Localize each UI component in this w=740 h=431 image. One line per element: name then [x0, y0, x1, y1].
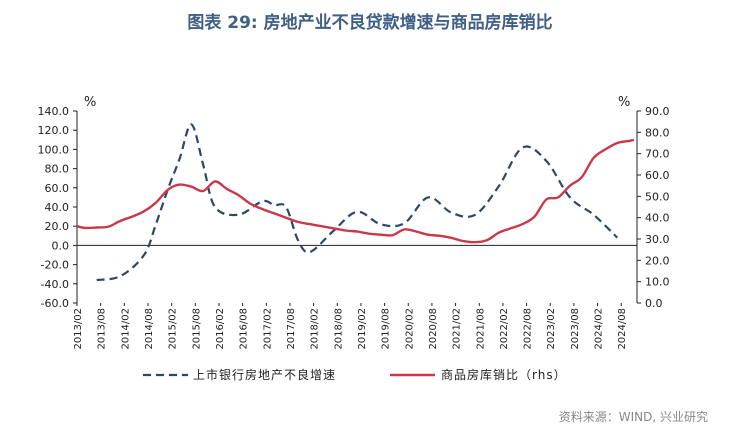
x-tick-label: 2015/08 [191, 308, 202, 350]
x-tick-label: 2024/02 [594, 308, 605, 350]
x-tick-label: 2019/08 [381, 308, 392, 350]
series-line-inventory-ratio [76, 138, 635, 244]
x-tick-label: 2024/08 [617, 308, 628, 350]
right-tick-label: 0.0 [645, 297, 663, 310]
x-tick-label: 2015/02 [168, 308, 179, 350]
x-tick-label: 2020/02 [404, 308, 415, 350]
left-tick-label: 60.0 [45, 182, 70, 195]
left-tick-label: 120.0 [38, 124, 70, 137]
left-tick-label: 140.0 [38, 105, 70, 118]
legend-label-inventory-ratio: 商品房库销比（rhs） [441, 367, 567, 382]
left-tick-label: 40.0 [45, 201, 70, 214]
x-tick-label: 2019/02 [357, 308, 368, 350]
x-tick-label: 2021/08 [475, 308, 486, 350]
right-tick-label: 40.0 [645, 212, 670, 225]
x-tick-label: 2013/08 [97, 308, 108, 350]
legend: 上市银行房地产不良增速 商品房库销比（rhs） [143, 367, 567, 382]
x-tick-label: 2022/08 [523, 308, 534, 350]
series-layer [76, 123, 635, 282]
x-tick-label: 2023/08 [570, 308, 581, 350]
x-tick-label: 2018/08 [333, 308, 344, 350]
x-tick-label: 2023/02 [546, 308, 557, 350]
legend-label-npl-growth: 上市银行房地产不良增速 [193, 367, 336, 382]
right-tick-label: 30.0 [645, 233, 670, 246]
series-line-npl-growth [96, 123, 619, 282]
x-tick-label: 2016/08 [239, 308, 250, 350]
x-tick-label: 2016/02 [215, 308, 226, 350]
left-tick-label: 0.0 [52, 239, 70, 252]
left-tick-label: -60.0 [41, 297, 69, 310]
x-tick-label: 2014/02 [120, 308, 131, 350]
source-note: 资料来源：WIND, 兴业研究 [558, 410, 708, 424]
left-tick-label: 80.0 [45, 163, 70, 176]
left-tick-label: 100.0 [38, 143, 70, 156]
right-tick-label: 20.0 [645, 254, 670, 267]
chart-title: 图表 29: 房地产业不良贷款增速与商品房库销比 [187, 13, 553, 33]
x-tick-label: 2022/02 [499, 308, 510, 350]
right-tick-label: 60.0 [645, 169, 670, 182]
left-tick-label: 20.0 [45, 220, 70, 233]
x-tick-label: 2020/08 [428, 308, 439, 350]
x-tick-label: 2013/02 [73, 308, 84, 350]
left-unit-label: % [84, 95, 96, 110]
x-tick-label: 2021/02 [452, 308, 463, 350]
right-tick-label: 10.0 [645, 276, 670, 289]
right-tick-label: 70.0 [645, 148, 670, 161]
x-tick-label: 2018/02 [310, 308, 321, 350]
right-tick-label: 90.0 [645, 105, 670, 118]
right-unit-label: % [618, 95, 630, 110]
right-tick-label: 50.0 [645, 190, 670, 203]
x-tick-label: 2017/02 [262, 308, 273, 350]
left-tick-label: -40.0 [41, 278, 69, 291]
axes: % % 140.0 120.0 100.0 80.0 60.0 40.0 20.0 0.0 -20.… [38, 95, 670, 350]
x-tick-label: 2014/08 [144, 308, 155, 350]
x-tick-label: 2017/08 [286, 308, 297, 350]
right-tick-label: 80.0 [645, 126, 670, 139]
left-tick-label: -20.0 [41, 259, 69, 272]
